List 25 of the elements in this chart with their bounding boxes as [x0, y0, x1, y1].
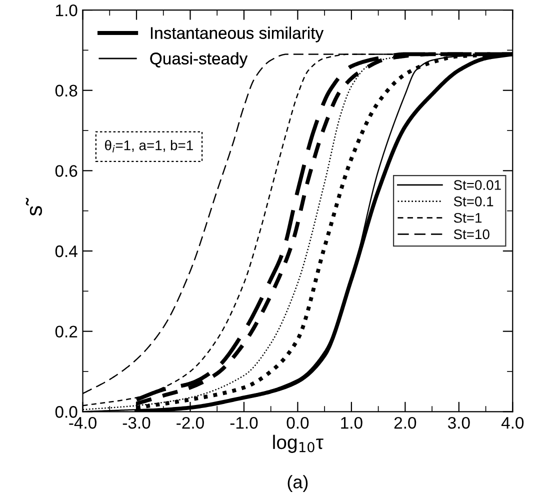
y-tick-label: 1.0: [56, 4, 78, 16]
x-tick-label: -1.0: [230, 416, 258, 429]
y-tick-label: 0.0: [55, 406, 78, 418]
x-tick-label: 1.0: [341, 416, 362, 429]
text: (a): [288, 475, 308, 492]
x-tick-label: 0.0: [286, 416, 309, 429]
x-tick-label: 2.0: [394, 416, 416, 429]
y-tick-label: 0.6: [55, 165, 78, 177]
x-tick-label: -3.0: [122, 416, 150, 429]
legend-label: St=0.1: [454, 196, 494, 206]
y-tick-label: 0.8: [55, 84, 78, 97]
x-tick-label: -2.0: [176, 416, 204, 429]
x-axis-title: log$_{10}$τ: [273, 434, 324, 453]
x-tick-label: 4.0: [501, 416, 524, 429]
annotation: Instantaneous similarity: [150, 26, 324, 42]
y-tick-label: 0.2: [55, 326, 78, 338]
annotation: θ$_{i}$=1, a=1, b=1: [104, 140, 193, 152]
x-tick-label: 3.0: [448, 416, 470, 429]
y-tick-label: 0.4: [55, 245, 78, 258]
legend-label: St=0.01: [454, 180, 501, 190]
legend-label: St=10: [454, 229, 490, 240]
legend-label: St=1: [454, 212, 482, 223]
x-tick-label: -4.0: [69, 416, 96, 429]
annotation: Quasi-steady: [150, 52, 248, 68]
y-axis-title: s̃: [26, 198, 42, 216]
